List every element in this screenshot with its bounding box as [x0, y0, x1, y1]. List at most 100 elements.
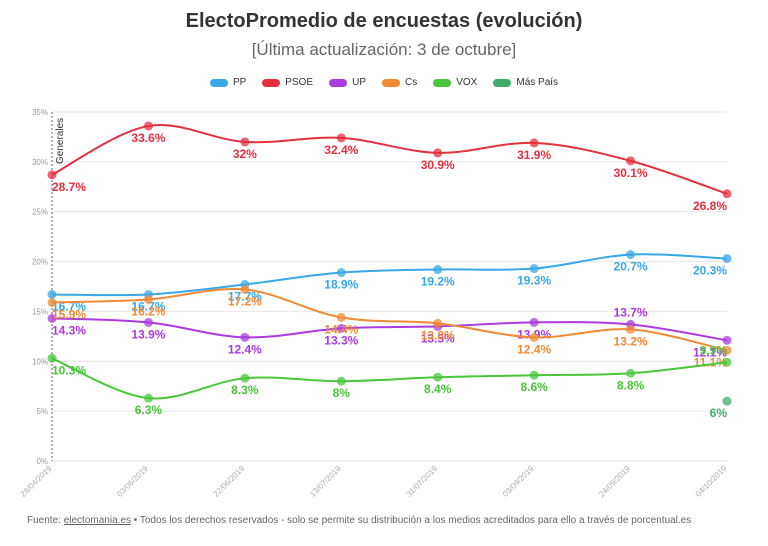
- data-label-pp: 19.2%: [421, 275, 455, 289]
- y-tick-label: 30%: [32, 158, 48, 167]
- legend: PP PSOE UP Cs VOX Más País: [0, 77, 768, 88]
- data-label-vox: 8.6%: [520, 380, 548, 394]
- legend-item-vox[interactable]: VOX: [433, 77, 477, 88]
- footer-rest: • Todos los derechos reservados - solo s…: [130, 515, 692, 526]
- data-point-up: [240, 332, 250, 342]
- series-line-up: [51, 317, 728, 342]
- y-tick-label: 10%: [32, 357, 48, 366]
- data-point-cs: [47, 297, 57, 307]
- data-label-psoe: 26.8%: [693, 199, 727, 213]
- data-label-up: 12.4%: [228, 342, 262, 356]
- data-label-cs: 13.2%: [614, 334, 648, 348]
- data-point-vox: [336, 376, 346, 386]
- data-label-psoe: 28.7%: [52, 180, 86, 194]
- data-label-psoe: 32%: [233, 147, 257, 161]
- annotation-label: Generales: [55, 118, 66, 164]
- x-tick-label: 24/09/2019: [597, 464, 632, 499]
- data-point-cs: [240, 284, 250, 294]
- data-point-pp: [336, 268, 346, 278]
- y-tick-label: 35%: [32, 108, 48, 117]
- data-point-psoe: [433, 148, 443, 158]
- legend-label-pp: PP: [232, 77, 247, 88]
- series-mas-pais: 6%: [710, 396, 732, 420]
- data-label-vox: 8%: [333, 386, 351, 400]
- data-label-mas-pais: 6%: [710, 406, 728, 420]
- data-label-cs: 12.4%: [517, 342, 551, 356]
- data-label-psoe: 33.6%: [131, 131, 165, 145]
- data-point-pp: [529, 264, 539, 274]
- data-label-psoe: 30.1%: [614, 166, 648, 180]
- footer-prefix: Fuente:: [27, 515, 64, 526]
- x-tick-label: 03/09/2019: [501, 464, 536, 499]
- data-point-cs: [143, 294, 153, 304]
- legend-item-cs[interactable]: Cs: [382, 77, 417, 88]
- data-point-psoe: [47, 170, 57, 180]
- data-point-up: [722, 335, 732, 345]
- data-label-psoe: 32.4%: [324, 143, 358, 157]
- data-point-psoe: [336, 133, 346, 143]
- data-point-pp: [626, 250, 636, 260]
- series-vox: 10.3% 6.3% 8.3% 8% 8.4% 8.6% 8.8% 9.9%: [47, 343, 732, 417]
- data-label-pp: 17.7%: [228, 290, 262, 304]
- data-point-cs: [722, 345, 732, 355]
- legend-label-mas-pais: Más País: [516, 77, 559, 88]
- chart-title: ElectoPromedio de encuestas (evolución): [185, 10, 583, 32]
- data-label-cs: 13.8%: [421, 328, 455, 342]
- data-point-pp: [47, 289, 57, 299]
- data-label-pp: 16.7%: [131, 299, 165, 313]
- data-label-vox: 9.9%: [700, 343, 728, 357]
- data-point-psoe: [626, 156, 636, 166]
- data-label-cs: 15.9%: [52, 307, 86, 321]
- chart-subtitle: [Última actualización: 3 de octubre]: [251, 40, 517, 59]
- data-point-pp: [433, 265, 443, 275]
- data-point-vox: [433, 372, 443, 382]
- series-up: 14.3%13.9%12.4%13.3%13.5%13.9%13.7%12.1%: [47, 305, 732, 359]
- y-tick-label: 5%: [36, 407, 48, 416]
- data-point-up: [529, 317, 539, 327]
- footer: Fuente: electomania.es • Todos los derec…: [27, 515, 747, 526]
- y-tick-label: 25%: [32, 208, 48, 217]
- x-tick-label: 04/10/2019: [694, 464, 729, 499]
- legend-item-up[interactable]: UP: [329, 77, 366, 88]
- series-psoe: 28.7% 33.6% 32% 32.4% 30.9% 31.9% 30.1% 26.8%: [47, 121, 732, 213]
- data-label-up: 14.3%: [52, 323, 86, 337]
- series-cs: 15.9% 16.2%17.2%14.4% 13.8%12.4%13.2%11.1%: [47, 284, 732, 369]
- data-point-cs: [529, 332, 539, 342]
- legend-swatch-psoe: [262, 78, 281, 87]
- data-point-psoe: [529, 138, 539, 148]
- legend-swatch-up: [329, 78, 348, 87]
- data-label-up: 13.7%: [614, 305, 648, 319]
- data-point-up: [336, 323, 346, 333]
- legend-swatch-vox: [433, 78, 452, 87]
- legend-label-psoe: PSOE: [285, 77, 314, 88]
- data-label-vox: 8.8%: [617, 378, 645, 392]
- data-label-psoe: 31.9%: [517, 148, 551, 162]
- data-label-vox: 8.4%: [424, 382, 452, 396]
- data-point-vox: [240, 373, 250, 383]
- data-point-psoe: [143, 121, 153, 131]
- legend-item-psoe[interactable]: PSOE: [262, 77, 313, 88]
- data-point-pp: [722, 254, 732, 264]
- legend-swatch-mas-pais: [493, 78, 512, 87]
- series-line-cs: [51, 287, 728, 352]
- data-label-cs: 14.4%: [324, 322, 358, 336]
- data-label-pp: 20.7%: [614, 260, 648, 274]
- data-point-cs: [626, 324, 636, 334]
- data-point-vox: [722, 357, 732, 367]
- x-tick-label: 31/07/2019: [404, 464, 439, 499]
- data-point-up: [143, 317, 153, 327]
- x-tick-label: 03/06/2019: [115, 464, 150, 499]
- data-point-mas-pais: [722, 396, 732, 406]
- footer-link[interactable]: electomania.es: [63, 515, 131, 526]
- legend-item-mas-pais[interactable]: Más País: [493, 77, 558, 88]
- data-label-cs: 17.2%: [228, 294, 262, 308]
- data-point-vox: [47, 353, 57, 363]
- data-label-up: 13.9%: [131, 327, 165, 341]
- data-point-vox: [626, 368, 636, 378]
- data-point-cs: [336, 312, 346, 322]
- data-label-pp: 19.3%: [517, 274, 551, 288]
- legend-item-pp[interactable]: PP: [209, 77, 247, 88]
- legend-label-cs: Cs: [405, 77, 418, 88]
- data-label-vox: 10.3%: [52, 363, 86, 377]
- x-tick-label: 22/06/2019: [212, 464, 247, 499]
